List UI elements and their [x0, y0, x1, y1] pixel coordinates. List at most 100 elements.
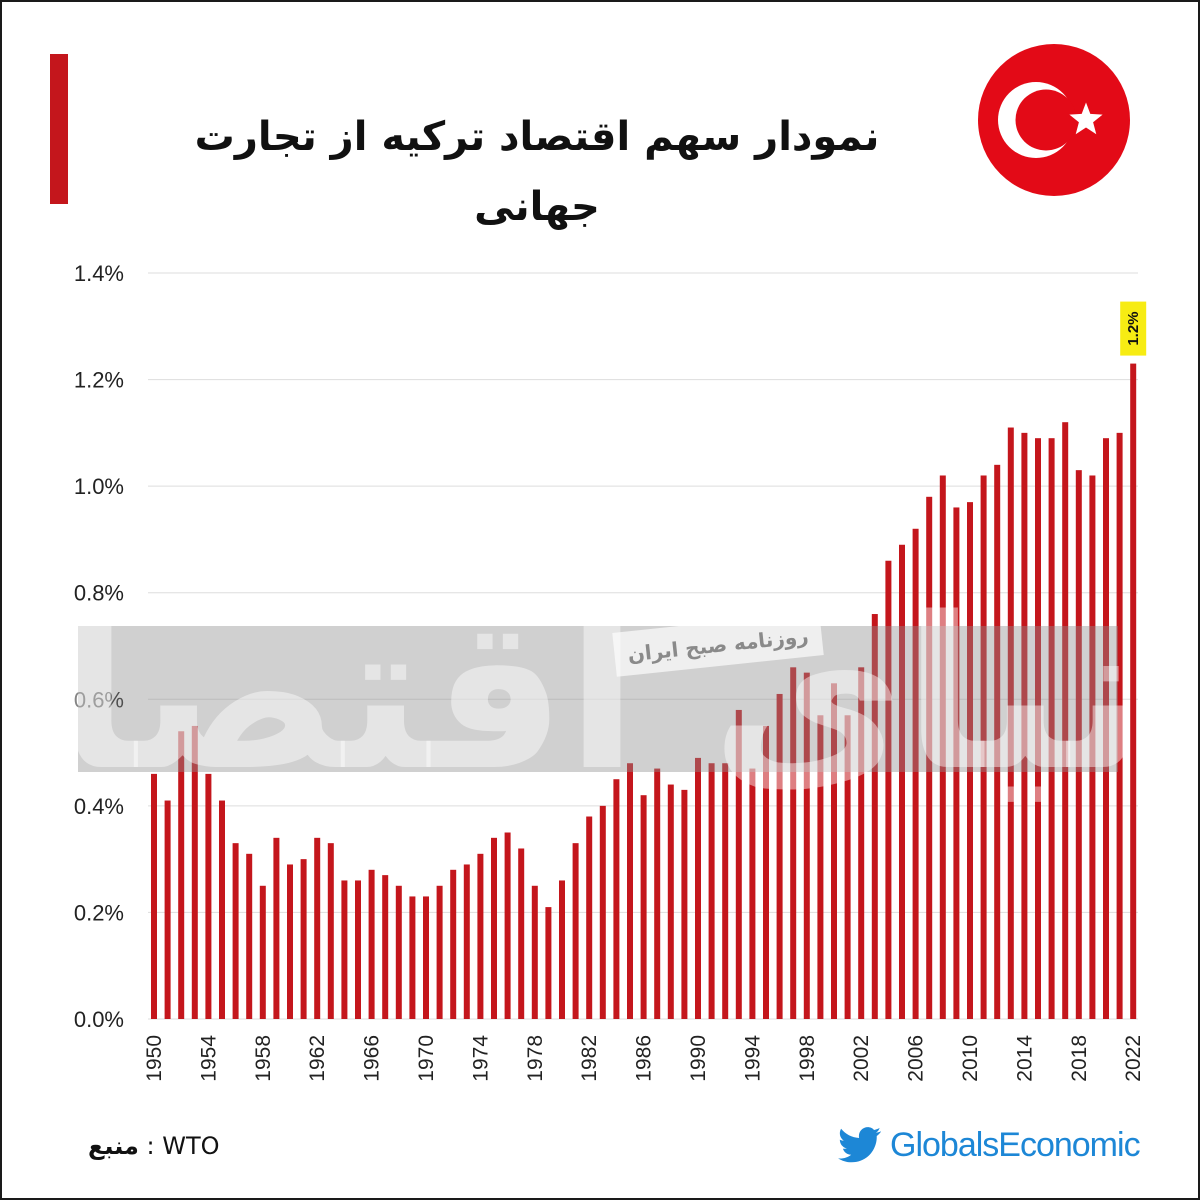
bar-1959 [273, 837, 280, 1019]
bar-1992 [722, 763, 729, 1019]
bar-2009 [953, 507, 960, 1019]
bar-1999 [817, 715, 824, 1019]
source-note: منبع : WTO [88, 1126, 220, 1166]
bar-2003 [871, 614, 878, 1019]
peak-annotation: 1.2% [1120, 301, 1147, 356]
bar-1972 [450, 869, 457, 1019]
bar-2002 [858, 667, 865, 1019]
page-title: نمودار سهم اقتصاد ترکیه از تجارت جهانی [194, 114, 880, 230]
peak-label-box [1120, 301, 1147, 356]
bar-2001 [844, 715, 851, 1019]
bar-1963 [327, 843, 334, 1019]
x-tick-label: 1958 [252, 1035, 275, 1082]
bar-2010 [967, 502, 973, 1020]
y-tick-label: 0.0% [74, 1007, 124, 1032]
bar-1950 [151, 773, 157, 1019]
y-tick-label: 0.6% [74, 687, 124, 712]
x-tick-label: 2014 [1013, 1035, 1036, 1082]
bar-1986 [640, 795, 647, 1019]
bar-1978 [531, 885, 538, 1019]
bar-1962 [314, 837, 321, 1019]
bar-1951 [164, 800, 171, 1019]
bar-1971 [436, 885, 443, 1019]
bar-1984 [613, 779, 620, 1019]
bar-1960 [287, 864, 293, 1019]
bar-2004 [885, 560, 892, 1019]
bar-1957 [246, 853, 253, 1019]
bar-1989 [681, 789, 688, 1019]
twitter-bird-icon [838, 1127, 882, 1163]
bar-1976 [504, 832, 511, 1019]
x-tick-label: 1994 [741, 1035, 764, 1082]
bar-1990 [695, 757, 701, 1019]
bar-1965 [355, 880, 361, 1019]
x-tick-label: 1978 [524, 1035, 547, 1082]
bar-1973 [463, 864, 470, 1019]
x-tick-label: 1986 [633, 1035, 656, 1082]
bar-1968 [395, 885, 402, 1019]
bar-1987 [654, 768, 661, 1019]
bar-2008 [939, 475, 946, 1019]
x-tick-label: 2006 [905, 1035, 928, 1082]
x-tick-label: 1954 [197, 1035, 220, 1082]
bar-1964 [341, 880, 348, 1019]
source-label: منبع [88, 1132, 139, 1160]
bar-2020 [1103, 438, 1109, 1020]
brand: GlobalsEconomic [838, 1120, 1141, 1170]
y-tick-label: 1.0% [74, 474, 124, 499]
bar-1967 [382, 875, 389, 1019]
bar-1993 [735, 709, 742, 1019]
bar-1953 [191, 725, 198, 1019]
turkey-flag-icon [978, 44, 1130, 196]
bar-2016 [1048, 438, 1055, 1020]
bar-1997 [790, 667, 797, 1019]
bar-1979 [545, 907, 552, 1019]
bar-2014 [1021, 432, 1028, 1019]
bar-1955 [219, 800, 225, 1019]
bar-1977 [518, 848, 525, 1019]
bar-1982 [586, 816, 593, 1019]
bar-1980 [559, 880, 565, 1019]
x-tick-label: 1974 [469, 1035, 492, 1082]
bar-2017 [1062, 422, 1069, 1019]
x-tick-label: 1950 [143, 1035, 166, 1082]
bar-1991 [708, 763, 715, 1019]
x-axis: 1950 1954 1958 1962 1966 1970 1974 1978 1982 1986… [143, 1035, 1145, 1082]
source-value: WTO [162, 1132, 220, 1160]
bar-2000 [831, 683, 837, 1019]
bar-1985 [627, 763, 633, 1019]
bar-2019 [1089, 475, 1096, 1019]
y-tick-label: 1.4% [74, 261, 124, 286]
bar-2006 [912, 528, 919, 1019]
x-tick-label: 1982 [578, 1035, 601, 1082]
y-tick-label: 0.8% [74, 581, 124, 606]
x-tick-label: 1962 [306, 1035, 329, 1082]
x-tick-label: 1970 [415, 1035, 438, 1082]
bar-1956 [232, 843, 239, 1019]
bar-1988 [667, 784, 674, 1019]
bar-1966 [368, 869, 375, 1019]
bar-1969 [409, 896, 416, 1019]
x-tick-label: 2002 [850, 1035, 873, 1082]
x-tick-label: 1990 [687, 1035, 710, 1082]
accent-bar [50, 54, 68, 204]
bar-1995 [763, 725, 769, 1019]
x-tick-label: 2022 [1122, 1035, 1145, 1082]
bar-1958 [259, 885, 266, 1019]
bar-2011 [980, 475, 987, 1019]
bars [151, 363, 1137, 1020]
bar-1954 [205, 773, 212, 1019]
bar-2012 [994, 464, 1001, 1019]
bar-1961 [300, 859, 307, 1019]
source-separator: : [146, 1132, 155, 1160]
bar-1983 [599, 805, 606, 1019]
bar-1998 [803, 672, 810, 1019]
bar-1981 [572, 843, 579, 1019]
bar-2021 [1116, 432, 1123, 1019]
bar-1994 [749, 768, 756, 1019]
y-tick-label: 1.2% [74, 368, 124, 393]
bar-2007 [926, 496, 933, 1019]
watermark-stamp: روزنامه صبح ایران [627, 624, 810, 667]
